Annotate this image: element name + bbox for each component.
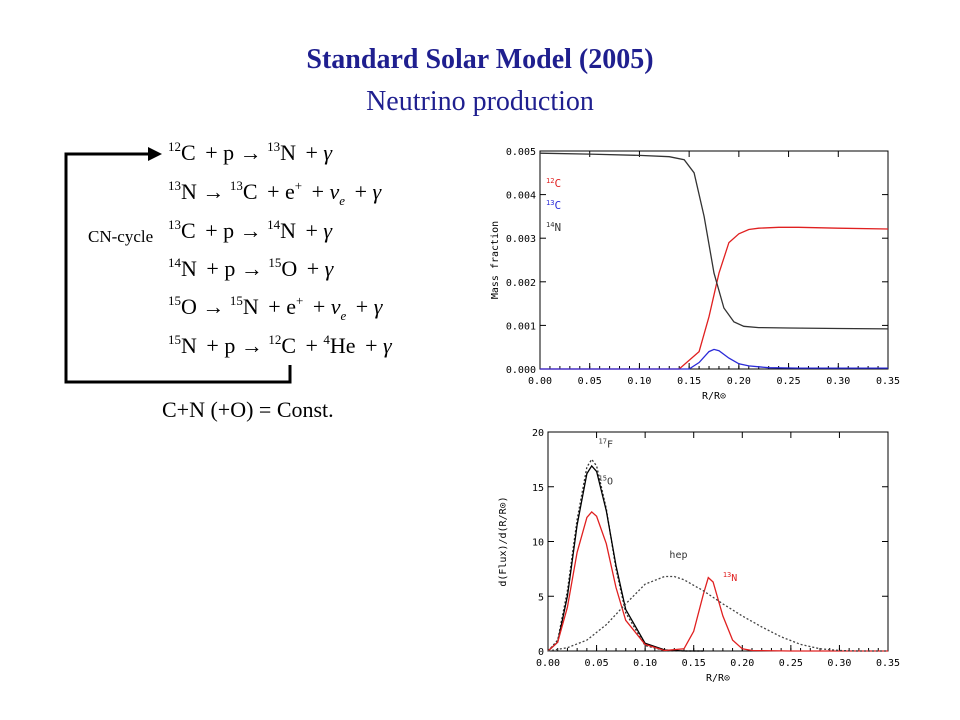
y-tick-label: 15 xyxy=(532,483,544,494)
slide-subtitle: Neutrino production xyxy=(366,86,594,117)
conservation-equation: C+N (+O) = Const. xyxy=(162,397,334,422)
reaction-equation: 15O → 15N + e+ + νe + γ xyxy=(168,293,384,323)
series-line-13C xyxy=(540,348,888,370)
legend-entry-14N: 14N xyxy=(546,221,561,234)
y-tick-label: 0.004 xyxy=(506,191,536,202)
reaction-equation: 13N → 13C + e+ + νe + γ xyxy=(168,178,383,208)
x-axis-label: R/R⊙ xyxy=(702,391,726,402)
x-tick-label: 0.20 xyxy=(730,658,754,669)
y-tick-label: 0.001 xyxy=(506,321,536,332)
plot-frame xyxy=(539,150,889,370)
legend-entry-13C: 13C xyxy=(546,199,561,212)
x-tick-label: 0.10 xyxy=(633,658,657,669)
annotation-13N: 13N xyxy=(723,571,737,584)
x-tick-label: 0.30 xyxy=(826,376,850,387)
annotation-17F: 17F xyxy=(599,437,613,450)
x-tick-label: 0.15 xyxy=(677,376,701,387)
series-line-hep xyxy=(547,575,888,652)
annotation-15O: 15O xyxy=(599,475,613,488)
series-line-12C xyxy=(540,226,889,370)
series-line-15O xyxy=(547,464,704,652)
y-tick-label: 0.005 xyxy=(506,147,536,158)
series-line-17F xyxy=(547,458,704,652)
y-tick-label: 20 xyxy=(532,428,544,439)
reaction-equation: 14N + p → 15O + γ xyxy=(168,255,335,281)
cycle-return-arrow-line xyxy=(64,152,292,384)
y-tick-label: 5 xyxy=(538,592,544,603)
slide-title: Standard Solar Model (2005) xyxy=(306,44,654,75)
y-tick-label: 0.003 xyxy=(506,234,536,245)
series-line-14N xyxy=(539,152,889,330)
plot-frame xyxy=(547,431,889,652)
reaction-equation: 12C + p → 13N + γ xyxy=(168,139,333,165)
cn-cycle-diagram: CN-cycle 12C + p → 13N + γ 13N → 13C + e… xyxy=(64,139,393,422)
x-tick-label: 0.25 xyxy=(777,376,801,387)
cn-cycle-label: CN-cycle xyxy=(88,227,153,246)
x-tick-label: 0.30 xyxy=(827,658,851,669)
y-axis-label: Mass fraction xyxy=(490,221,501,299)
y-tick-label: 0 xyxy=(538,647,544,658)
x-tick-label: 0.05 xyxy=(585,658,609,669)
y-tick-label: 0.002 xyxy=(506,278,536,289)
series-line-13N xyxy=(547,510,888,652)
x-tick-label: 0.35 xyxy=(876,376,900,387)
x-tick-label: 0.25 xyxy=(779,658,803,669)
reaction-equation: 15N + p → 12C + 4He + γ xyxy=(168,332,393,358)
x-tick-label: 0.00 xyxy=(536,658,560,669)
neutrino-flux-chart: 0.00 0.05 0.10 0.15 0.20 0.25 0.30 0.35 0 5 10 15 20… xyxy=(498,428,900,684)
x-tick-label: 0.10 xyxy=(627,376,651,387)
y-axis-label: d(Flux)/d(R/R⊙) xyxy=(498,496,509,586)
x-axis-label: R/R⊙ xyxy=(706,673,730,684)
x-tick-label: 0.15 xyxy=(682,658,706,669)
reaction-equation: 13C + p → 14N + γ xyxy=(168,217,333,243)
y-tick-label: 10 xyxy=(532,538,544,549)
y-tick-label: 0.000 xyxy=(506,365,536,376)
x-tick-label: 0.00 xyxy=(528,376,552,387)
x-tick-label: 0.05 xyxy=(578,376,602,387)
mass-fraction-chart: 0.00 0.05 0.10 0.15 0.20 0.25 0.30 0.35 0.000 0.0… xyxy=(490,147,900,402)
cycle-arrowhead xyxy=(148,147,162,161)
x-tick-label: 0.35 xyxy=(876,658,900,669)
legend-entry-12C: 12C xyxy=(546,177,561,190)
annotation-hep: hep xyxy=(669,550,687,561)
reaction-list: 12C + p → 13N + γ 13N → 13C + e+ + νe + … xyxy=(168,139,393,358)
x-tick-label: 0.20 xyxy=(727,376,751,387)
